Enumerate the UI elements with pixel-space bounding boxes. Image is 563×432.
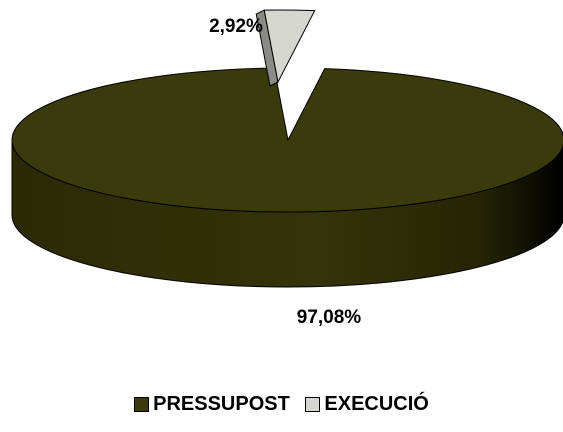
legend-swatch-execucio [305,397,321,412]
slice-pressupost [11,67,563,213]
legend-swatch-pressupost [134,397,150,412]
data-label-execucio: 2,92% [209,16,263,37]
legend-item-execucio: EXECUCIÓ [305,393,429,416]
legend-item-pressupost: PRESSUPOST [134,393,290,416]
slice-execucio [263,9,316,84]
legend: PRESSUPOST EXECUCIÓ [0,393,563,418]
legend-label-execucio: EXECUCIÓ [324,393,429,415]
legend-label-pressupost: PRESSUPOST [153,393,290,415]
data-label-pressupost: 97,08% [297,307,362,328]
